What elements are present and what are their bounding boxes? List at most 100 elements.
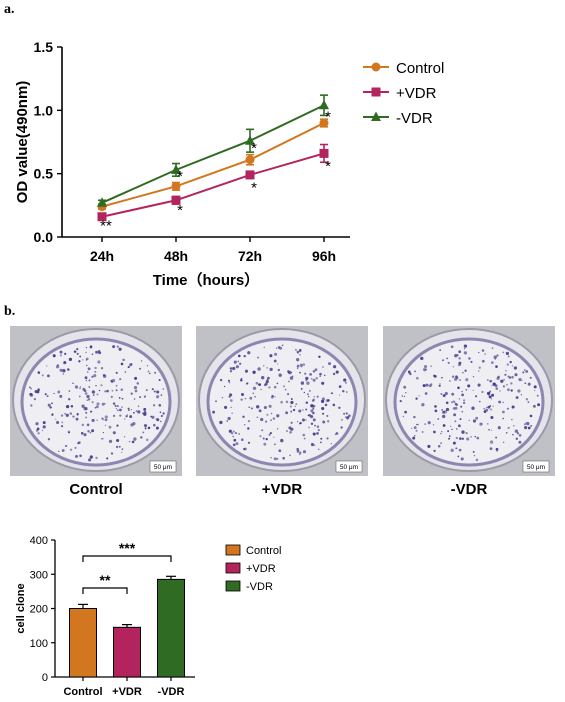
colony [345, 416, 347, 419]
colony [53, 392, 55, 395]
colony [257, 356, 260, 359]
colony [128, 409, 130, 412]
colony [96, 402, 100, 406]
colony [463, 351, 468, 355]
colony [438, 384, 441, 387]
colony [82, 359, 84, 361]
colony [328, 362, 331, 366]
colony [439, 349, 442, 352]
colony [240, 398, 243, 401]
colony [493, 355, 497, 359]
colony [140, 360, 143, 362]
legend-label: -VDR [246, 581, 273, 593]
colony [81, 404, 85, 408]
colony [490, 361, 494, 364]
colony-dish-plus-vdr: 50 μm [196, 326, 368, 476]
colony [511, 418, 513, 421]
colony [432, 424, 435, 426]
colony [502, 385, 506, 388]
colony [295, 403, 298, 406]
colony [335, 432, 339, 435]
colony [212, 410, 216, 414]
colony [514, 373, 518, 377]
colony [265, 437, 268, 441]
colony [412, 436, 416, 440]
colony [276, 347, 278, 349]
colony [232, 443, 236, 447]
colony [488, 428, 490, 431]
colony [467, 384, 471, 388]
colony [506, 383, 508, 386]
growth-line-chart: 0.0 0.5 1.0 1.5 24h 48h 72h 96h Time（hours） OD va… [14, 39, 444, 289]
colony [79, 454, 82, 458]
x-tick-label: 72h [238, 248, 262, 264]
colony [87, 430, 90, 433]
colony [443, 394, 446, 397]
colony [499, 390, 501, 392]
colony [487, 393, 490, 396]
colony [133, 437, 137, 441]
colony [319, 441, 322, 444]
colony [312, 369, 316, 373]
colony [460, 405, 463, 408]
colony [338, 406, 341, 409]
x-tick-label: +VDR [112, 686, 142, 698]
colony [290, 398, 293, 400]
colony [230, 406, 232, 409]
colony [108, 425, 112, 429]
colony [442, 414, 446, 419]
colony [285, 400, 289, 404]
colony [442, 424, 446, 427]
colony [286, 392, 290, 396]
colony [308, 389, 311, 392]
colony [327, 420, 330, 423]
legend-marker [371, 111, 381, 121]
colony [458, 357, 461, 360]
colony [481, 390, 484, 394]
bar [113, 626, 141, 678]
colony [130, 408, 133, 411]
colony [342, 390, 345, 393]
colony [63, 361, 67, 365]
colony [80, 432, 84, 435]
y-tick-label: 400 [30, 535, 48, 547]
colony [497, 426, 501, 430]
colony [281, 344, 284, 347]
colony [263, 383, 267, 387]
colony [319, 372, 322, 376]
colony [35, 422, 39, 426]
scale-bar-box [522, 460, 550, 473]
colony [274, 396, 276, 398]
colony [475, 416, 479, 420]
colony [276, 414, 280, 418]
colony [330, 392, 333, 394]
colony [52, 413, 54, 415]
colony [451, 428, 453, 431]
colony [308, 414, 311, 417]
colony [322, 420, 326, 424]
colony [81, 423, 85, 427]
colony [112, 402, 116, 405]
colony [321, 406, 325, 411]
colony [532, 404, 536, 408]
colony [497, 375, 500, 379]
colony [84, 392, 88, 395]
colony [101, 402, 105, 406]
colony [472, 389, 474, 392]
colony [153, 423, 156, 427]
scale-bar-label: 50 μm [154, 464, 172, 471]
colony [522, 371, 525, 374]
y-tick-label: 200 [30, 604, 48, 616]
colony [258, 409, 262, 413]
colony [472, 376, 475, 378]
colony [73, 350, 77, 353]
colony [508, 426, 510, 429]
colony [347, 414, 351, 418]
data-point [319, 148, 329, 158]
colony [91, 375, 94, 379]
colony [44, 393, 47, 396]
colony [127, 366, 130, 369]
colony [527, 426, 531, 430]
colonies [29, 345, 165, 462]
colony [282, 456, 285, 460]
